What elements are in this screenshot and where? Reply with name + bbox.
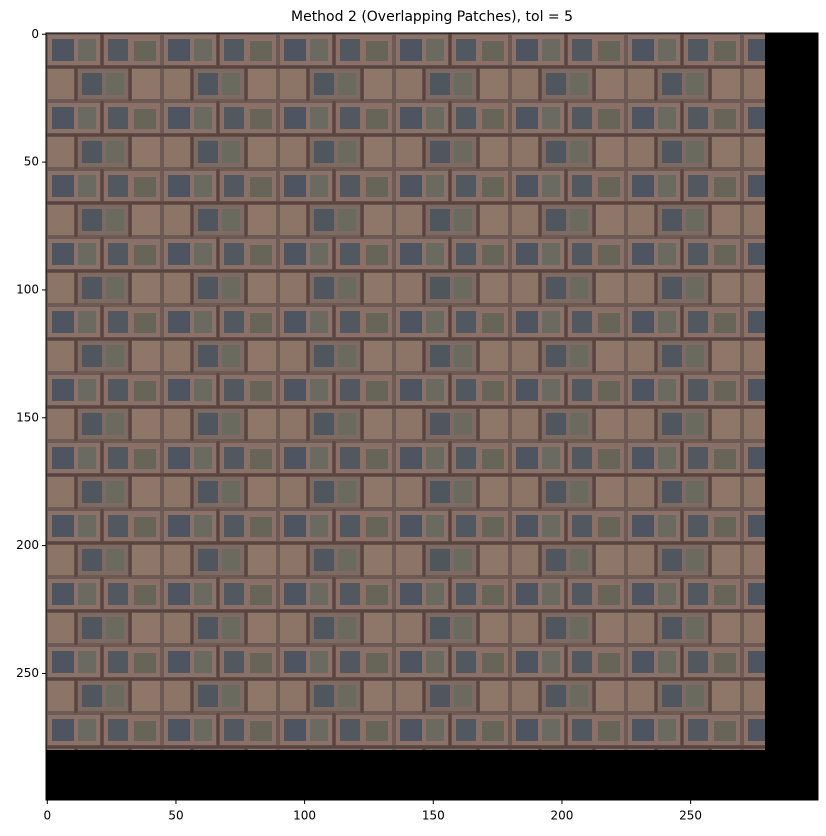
x-tick-label: 0 [43, 809, 51, 823]
y-tick-label: 200 [16, 538, 39, 552]
x-tick-label: 200 [551, 809, 574, 823]
plot-frame [45, 32, 819, 801]
y-tick-label: 250 [16, 666, 39, 680]
y-tick-label: 50 [24, 155, 39, 169]
y-tick-label: 100 [16, 282, 39, 296]
y-tick-label: 0 [31, 27, 39, 41]
x-tick-label: 100 [293, 809, 316, 823]
x-tick-label: 50 [168, 809, 183, 823]
chart-title: Method 2 (Overlapping Patches), tol = 5 [291, 9, 573, 25]
x-tick-label: 250 [679, 809, 702, 823]
axes: 0 50 100 150 200 250 0 50 100 150 200 250 [16, 27, 702, 823]
image-texture [46, 33, 765, 750]
y-tick-label: 150 [16, 410, 39, 424]
x-tick-label: 150 [422, 809, 445, 823]
